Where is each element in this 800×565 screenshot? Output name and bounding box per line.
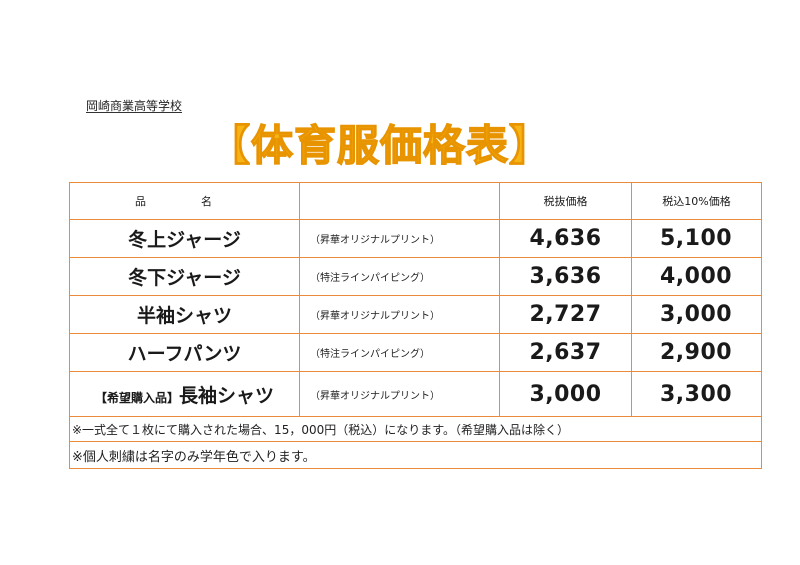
item-description: （昇華オリジナルプリント）	[299, 219, 500, 258]
note-row: ※個人刺繍は名字のみ学年色で入ります。	[69, 441, 762, 469]
price-excluding-tax: 4,636	[499, 219, 632, 258]
item-name: 半袖シャツ	[69, 295, 300, 334]
item-name-text: 冬上ジャージ	[128, 229, 241, 251]
note-set-price: ※一式全て１枚にて購入された場合、15，000円（税込）になります。（希望購入品…	[69, 416, 762, 442]
item-name: ハーフパンツ	[69, 333, 300, 372]
item-description: （特注ラインパイピング）	[299, 257, 500, 296]
price-including-tax: 4,000	[631, 257, 762, 296]
table-row: ハーフパンツ （特注ラインパイピング） 2,637 2,900	[69, 333, 762, 372]
header-price-excluding-tax: 税抜価格	[499, 182, 632, 220]
table-row: 半袖シャツ （昇華オリジナルプリント） 2,727 3,000	[69, 295, 762, 334]
price-excluding-tax: 3,000	[499, 371, 632, 417]
price-excluding-tax: 2,727	[499, 295, 632, 334]
item-name-text: 半袖シャツ	[136, 305, 232, 327]
item-description: （昇華オリジナルプリント）	[299, 371, 500, 417]
note-embroidery: ※個人刺繍は名字のみ学年色で入ります。	[69, 441, 762, 469]
item-name-text: 冬下ジャージ	[128, 267, 241, 289]
item-name-text: 長袖シャツ	[179, 384, 275, 407]
header-price-including-tax: 税込10%価格	[631, 182, 762, 220]
price-including-tax: 3,000	[631, 295, 762, 334]
item-description: （特注ラインパイピング）	[299, 333, 500, 372]
table-row: 【希望購入品】長袖シャツ （昇華オリジナルプリント） 3,000 3,300	[69, 371, 762, 417]
page-title: 【体育服価格表】	[207, 120, 553, 170]
price-including-tax: 3,300	[631, 371, 762, 417]
school-name: 岡崎商業高等学校	[86, 99, 183, 113]
item-name: 冬上ジャージ	[69, 219, 300, 258]
table-row: 冬上ジャージ （昇華オリジナルプリント） 4,636 5,100	[69, 219, 762, 258]
price-excluding-tax: 2,637	[499, 333, 632, 372]
item-tag: 【希望購入品】	[94, 390, 179, 405]
note-row: ※一式全て１枚にて購入された場合、15，000円（税込）になります。（希望購入品…	[69, 416, 762, 442]
header-description	[299, 182, 500, 220]
price-table: 品 名 税抜価格 税込10%価格 冬上ジャージ （昇華オリジナルプリント） 4,…	[69, 182, 762, 469]
item-name-text: ハーフパンツ	[127, 343, 242, 365]
table-header-row: 品 名 税抜価格 税込10%価格	[69, 182, 762, 220]
item-description: （昇華オリジナルプリント）	[299, 295, 500, 334]
item-name: 【希望購入品】長袖シャツ	[69, 371, 300, 417]
item-name: 冬下ジャージ	[69, 257, 300, 296]
price-including-tax: 2,900	[631, 333, 762, 372]
price-excluding-tax: 3,636	[499, 257, 632, 296]
price-including-tax: 5,100	[631, 219, 762, 258]
table-row: 冬下ジャージ （特注ラインパイピング） 3,636 4,000	[69, 257, 762, 296]
header-item-name: 品 名	[69, 182, 300, 220]
